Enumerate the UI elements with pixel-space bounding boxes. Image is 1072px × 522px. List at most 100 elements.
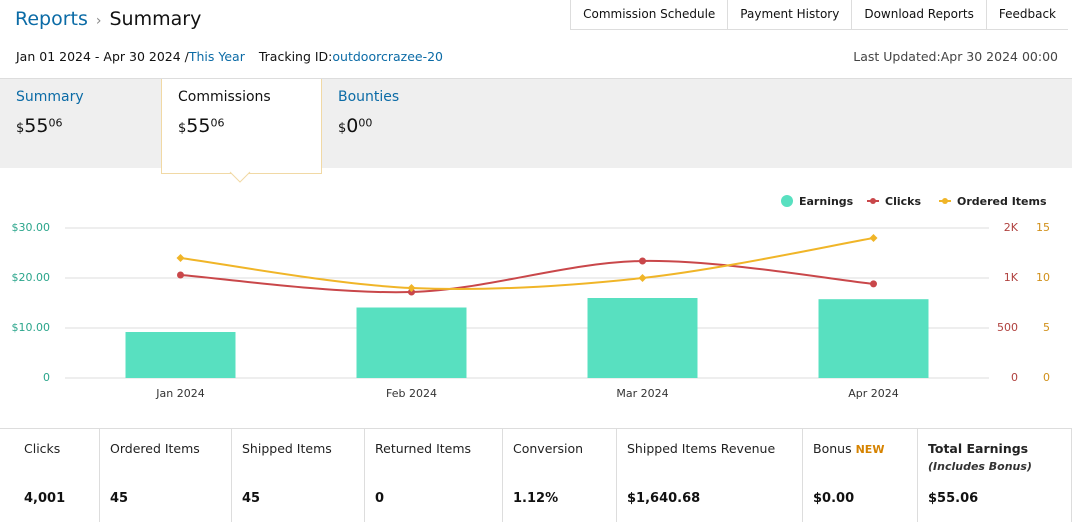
breadcrumb-current: Summary	[109, 8, 202, 30]
legend-label: Earnings	[799, 195, 854, 208]
stat-value: 45	[110, 491, 129, 506]
stats-row: Clicks 4,001 Ordered Items 45 Shipped Items 4…	[0, 428, 1072, 522]
tab-pointer	[229, 171, 251, 183]
stat-label: Total Earnings	[928, 441, 1061, 456]
stat-label: Bonus NEW	[813, 441, 907, 456]
tab-name: Bounties	[338, 89, 400, 105]
point	[870, 280, 877, 288]
date-range: Jan 01 2024 - Apr 30 2024 /	[16, 49, 189, 64]
updated-value: Apr 30 2024 00:00	[940, 49, 1058, 64]
updated-label: Last Updated:	[853, 49, 941, 64]
currency: $	[178, 121, 187, 136]
amount-whole: 0	[346, 115, 359, 137]
stat-cell: Total Earnings (Includes Bonus) $55.06	[918, 429, 1072, 522]
stat-value: $55.06	[928, 491, 979, 506]
stat-cell: Conversion 1.12%	[503, 429, 617, 522]
y3-tick-label: 15	[1036, 221, 1050, 234]
summary-band: Summary $5506 Commissions $5506 Bounties $000	[0, 78, 1072, 174]
stat-cell: Shipped Items Revenue $1,640.68	[617, 429, 803, 522]
legend-swatch	[942, 198, 948, 204]
stat-label: Shipped Items	[242, 441, 354, 456]
amount-fraction: 06	[48, 116, 63, 130]
y-tick-label: $20.00	[12, 271, 51, 284]
currency: $	[338, 121, 347, 136]
y-tick-label: 0	[43, 371, 50, 384]
tracking-link[interactable]: outdoorcrazee-20	[332, 49, 444, 64]
y2-tick-label: 500	[997, 321, 1018, 334]
new-badge: NEW	[855, 443, 885, 456]
point	[638, 274, 647, 282]
y2-tick-label: 1K	[1004, 271, 1019, 284]
stat-value: $1,640.68	[627, 491, 701, 506]
label-text: Total Earnings	[928, 441, 1029, 456]
y3-tick-label: 10	[1036, 271, 1050, 284]
top-tabs: Commission Schedule Payment History Down…	[570, 0, 1068, 30]
bar	[587, 298, 698, 378]
label-text: Clicks	[24, 441, 61, 456]
stat-label: Clicks	[24, 441, 89, 456]
label-text: Bonus	[813, 441, 852, 456]
stat-label: Ordered Items	[110, 441, 221, 456]
tab[interactable]: Payment History	[727, 0, 852, 30]
point	[177, 271, 184, 279]
x-tick-label: Mar 2024	[616, 387, 668, 400]
label-text: Shipped Items Revenue	[627, 441, 776, 456]
amount-whole: 55	[186, 115, 211, 137]
line	[180, 259, 874, 294]
period-link[interactable]: This Year	[188, 49, 245, 64]
y2-tick-label: 2K	[1004, 221, 1019, 234]
point	[407, 284, 416, 292]
legend-label: Ordered Items	[957, 195, 1047, 208]
label-text: Returned Items	[375, 441, 472, 456]
separator: ›	[95, 13, 102, 29]
bar	[125, 332, 236, 378]
label-text: Shipped Items	[242, 441, 332, 456]
tracking-label: Tracking ID:	[258, 49, 333, 64]
x-tick-label: Feb 2024	[386, 387, 437, 400]
stat-cell: Ordered Items 45	[100, 429, 232, 522]
y2-tick-label: 0	[1011, 371, 1018, 384]
tab[interactable]: Feedback	[985, 0, 1068, 30]
stat-value: 45	[242, 491, 261, 506]
currency: $	[16, 121, 25, 136]
line	[180, 237, 874, 291]
bar	[818, 299, 929, 378]
y-tick-label: $30.00	[12, 221, 51, 234]
tab[interactable]: Download Reports	[851, 0, 986, 30]
x-tick-label: Jan 2024	[155, 387, 204, 400]
stat-cell: Clicks 4,001	[0, 429, 100, 522]
tab[interactable]: Commission Schedule	[570, 0, 728, 30]
amount: $5506	[16, 115, 145, 137]
stat-note: (Includes Bonus)	[928, 460, 1032, 473]
breadcrumb: Reports › Summary	[15, 8, 201, 30]
stat-value: 0	[375, 491, 385, 506]
label-text: Ordered Items	[110, 441, 200, 456]
chart: 0 $10.00 $20.00 $30.00 0 500 1K 2K 0 5 10 15 Jan 202…	[12, 171, 1050, 400]
summary-tab[interactable]: Summary $5506	[0, 79, 161, 169]
stat-value: 1.12%	[513, 491, 559, 506]
legend-swatch	[870, 198, 876, 204]
stat-cell: Shipped Items 45	[232, 429, 365, 522]
point	[639, 257, 646, 265]
filters: Jan 01 2024 - Apr 30 2024 /This Year Trac…	[16, 49, 443, 64]
summary-tab[interactable]: Commissions $5506	[161, 79, 322, 174]
y-tick-label: $10.00	[12, 321, 51, 334]
label-text: Conversion	[513, 441, 584, 456]
breadcrumb-link[interactable]: Reports	[15, 8, 88, 30]
y3-tick-label: 5	[1043, 321, 1050, 334]
stat-cell: Bonus NEW $0.00	[803, 429, 918, 522]
stat-value: 4,001	[24, 491, 66, 506]
point	[176, 254, 185, 262]
tab-name: Commissions	[178, 89, 271, 105]
stat-cell: Returned Items 0	[365, 429, 503, 522]
y3-tick-label: 0	[1043, 371, 1050, 384]
legend-swatch	[781, 195, 793, 207]
amount: $000	[338, 115, 467, 137]
stat-label: Returned Items	[375, 441, 492, 456]
summary-tab[interactable]: Bounties $000	[322, 79, 483, 169]
tab-name: Summary	[16, 89, 84, 105]
x-tick-label: Apr 2024	[848, 387, 899, 400]
amount-whole: 55	[24, 115, 49, 137]
legend-label: Clicks	[885, 195, 921, 208]
